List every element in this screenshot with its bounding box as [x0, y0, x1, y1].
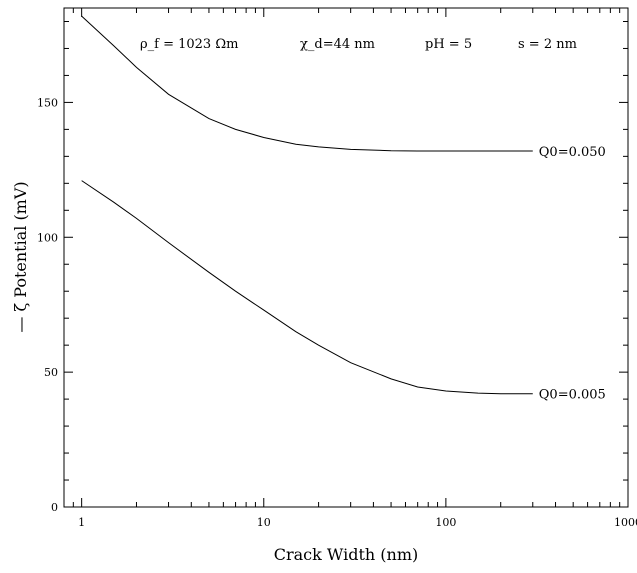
annotation-resistivity: ρ_f = 1023 Ωm: [140, 37, 238, 52]
x-tick-label: 1: [78, 516, 85, 529]
annotation-ph: pH = 5: [425, 37, 472, 52]
x-tick-label: 100: [435, 516, 456, 529]
y-tick-label: 50: [44, 366, 58, 379]
annotation-spacing: s = 2 nm: [518, 37, 577, 52]
series-label-2: Q0=0.005: [539, 388, 606, 403]
series-label-1: Q0=0.050: [539, 145, 606, 160]
y-axis-ticks: 0 50 100 150: [37, 20, 628, 514]
annotation-debye-length: χ_d=44 nm: [300, 37, 375, 52]
plot-frame: [63, 7, 629, 508]
y-tick-label: 100: [37, 231, 58, 244]
series-lines: Q0=0.050 Q0=0.005: [81, 15, 606, 403]
x-tick-label: 10: [257, 516, 271, 529]
series-line-1: [81, 15, 533, 152]
series-line-2: [81, 180, 533, 395]
y-axis-title: — ζ Potential (mV): [11, 181, 30, 332]
y-tick-label: 0: [51, 501, 58, 514]
y-tick-label: 150: [37, 96, 58, 109]
x-axis-title: Crack Width (nm): [274, 545, 418, 564]
